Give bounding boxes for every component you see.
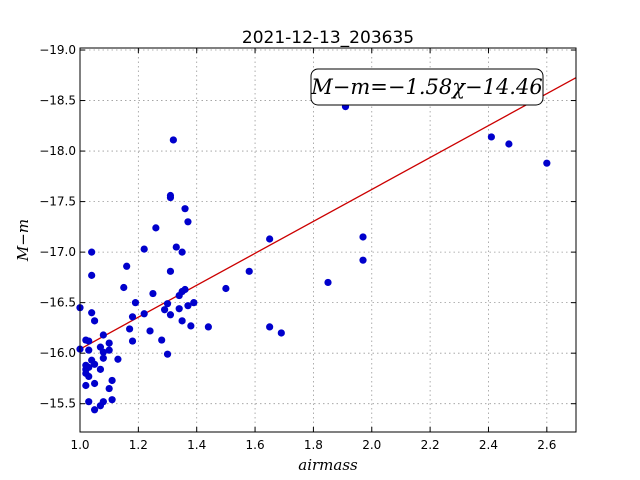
data-point xyxy=(88,248,96,256)
data-point xyxy=(90,317,99,325)
data-point xyxy=(90,406,99,414)
data-point xyxy=(169,136,177,144)
data-point xyxy=(324,278,332,287)
data-point xyxy=(105,384,113,393)
x-tick-label: 1.6 xyxy=(246,438,265,452)
data-point xyxy=(149,289,157,298)
data-point xyxy=(108,376,116,385)
x-tick-label: 1.2 xyxy=(129,438,148,452)
data-point xyxy=(146,327,154,335)
y-tick-label: −19.0 xyxy=(39,43,76,57)
data-point xyxy=(90,360,99,368)
data-point xyxy=(85,372,93,381)
data-point xyxy=(114,355,122,363)
data-point xyxy=(163,350,172,358)
x-tick-label: 2.4 xyxy=(479,438,498,452)
data-point xyxy=(88,271,96,279)
data-point xyxy=(126,325,134,333)
data-point xyxy=(90,379,99,388)
data-point xyxy=(128,313,137,321)
data-point xyxy=(359,233,367,241)
data-point xyxy=(161,306,169,314)
fit-equation-box: M−m=−1.58χ−14.46 xyxy=(310,68,544,106)
plot-frame xyxy=(79,47,577,433)
data-point xyxy=(222,284,230,293)
data-point xyxy=(181,285,189,294)
data-point xyxy=(99,398,107,406)
data-point xyxy=(190,299,198,307)
y-tick-labels: −15.5 −16.0 −16.5 −17.0 −17.5 −18.0 −18.5 −19.0 xyxy=(39,43,76,411)
x-tick-label: 1.0 xyxy=(70,438,89,452)
data-point xyxy=(82,381,90,390)
data-point xyxy=(184,218,192,226)
data-point xyxy=(105,346,113,354)
fit-line xyxy=(79,77,577,350)
data-point xyxy=(266,323,274,331)
data-point xyxy=(178,248,186,256)
y-tick-label: −18.0 xyxy=(39,144,76,158)
data-point xyxy=(108,396,116,404)
data-point xyxy=(163,300,172,308)
data-point xyxy=(166,311,175,319)
data-point xyxy=(128,337,137,345)
x-tick-label: 2.6 xyxy=(537,438,556,452)
data-point xyxy=(96,365,105,373)
data-point xyxy=(172,243,180,251)
data-point xyxy=(184,302,192,310)
x-tick-label: 1.8 xyxy=(304,438,323,452)
data-point xyxy=(99,354,107,362)
x-axis-label: airmass xyxy=(298,456,358,474)
data-point xyxy=(152,224,160,232)
y-tick-label: −17.5 xyxy=(39,195,76,209)
data-point xyxy=(105,339,113,347)
y-axis-label: M−m xyxy=(14,219,32,262)
data-point xyxy=(140,310,148,318)
fit-equation: M−m=−1.58χ−14.46 xyxy=(310,75,542,99)
data-point xyxy=(123,262,131,270)
fit-line-layer xyxy=(79,77,577,350)
y-tick-label: −15.5 xyxy=(39,397,76,411)
data-point xyxy=(187,322,195,330)
data-point xyxy=(85,337,93,345)
data-point xyxy=(245,267,253,275)
data-point xyxy=(543,159,551,167)
y-tick-label: −16.5 xyxy=(39,296,76,310)
data-point xyxy=(85,363,93,371)
data-point xyxy=(505,140,513,148)
data-point xyxy=(166,267,175,275)
data-point xyxy=(175,305,183,313)
x-tick-labels: 1.0 1.2 1.4 1.6 1.8 2.0 2.2 2.4 2.6 xyxy=(70,438,556,452)
data-point xyxy=(487,133,495,141)
data-point xyxy=(166,191,175,200)
data-points xyxy=(76,103,551,414)
data-point xyxy=(131,299,140,307)
axis-ticks xyxy=(79,48,576,432)
y-tick-label: −18.5 xyxy=(39,94,76,108)
data-point xyxy=(266,235,274,243)
data-point xyxy=(140,245,148,253)
x-tick-label: 1.4 xyxy=(187,438,206,452)
data-point xyxy=(85,346,93,354)
data-point xyxy=(178,317,186,325)
data-point xyxy=(99,348,107,356)
data-point xyxy=(88,309,96,317)
y-tick-label: −17.0 xyxy=(39,245,76,259)
data-point xyxy=(359,256,367,264)
data-point xyxy=(120,283,128,292)
y-tick-label: −16.0 xyxy=(39,346,76,360)
data-point xyxy=(85,398,93,406)
data-point xyxy=(204,323,212,331)
x-tick-label: 2.0 xyxy=(362,438,381,452)
data-point xyxy=(158,336,166,344)
chart-title: 2021-12-13_203635 xyxy=(242,28,414,48)
x-tick-label: 2.2 xyxy=(421,438,440,452)
data-point xyxy=(99,331,107,339)
data-point xyxy=(181,205,189,213)
data-point xyxy=(277,329,285,337)
